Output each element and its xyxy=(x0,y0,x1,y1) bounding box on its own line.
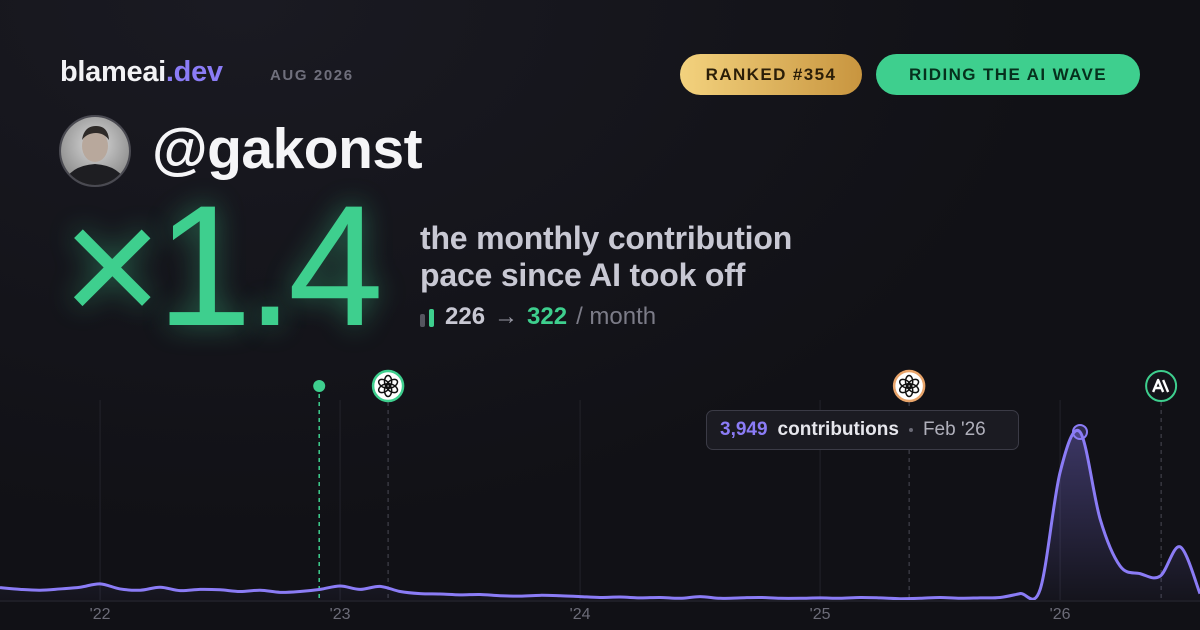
x-tick-label: '26 xyxy=(1050,606,1071,623)
brand-tld: .dev xyxy=(165,56,223,88)
highlight-ring xyxy=(1072,423,1088,440)
pace-bar xyxy=(429,309,434,327)
tooltip-date: Feb '26 xyxy=(922,419,986,440)
handle: @gakonst xyxy=(152,117,423,181)
x-tick-label: '25 xyxy=(810,606,831,623)
series xyxy=(0,428,1200,600)
area xyxy=(0,430,1200,600)
pace-unit: / month xyxy=(576,303,657,330)
pace-after: 322 xyxy=(527,303,568,330)
x-tick-label: '22 xyxy=(90,606,111,623)
event-dot xyxy=(313,380,326,392)
status-badge: RIDING THE AI WAVE xyxy=(876,54,1140,95)
events xyxy=(313,369,1178,600)
rank-badge: RANKED #354 xyxy=(680,54,862,95)
multiplier: ×1.4 xyxy=(62,170,384,362)
period: AUG 2026 xyxy=(270,67,354,84)
pace-bars xyxy=(420,307,434,327)
line xyxy=(0,428,1200,600)
x-tick-label: '24 xyxy=(570,606,591,623)
tooltip-value: 3,949 xyxy=(720,419,768,440)
tooltip-unit: contributions xyxy=(777,419,899,440)
pace-before: 226 xyxy=(445,303,486,330)
description-line: pace since AI took off xyxy=(420,257,746,293)
icon-petal xyxy=(377,378,391,389)
description-line: the monthly contribution xyxy=(420,220,793,256)
icon-bg xyxy=(371,369,405,403)
tooltip: 3,949 contributions Feb '26 xyxy=(706,410,1019,450)
brand: blameai.dev xyxy=(60,56,223,89)
event-icon xyxy=(371,369,405,403)
event-icon xyxy=(1145,370,1178,402)
separator xyxy=(908,428,913,432)
icon-petal xyxy=(898,378,912,389)
pace-stats: 226 → 322 / month xyxy=(420,303,656,331)
brand-name: blameai xyxy=(60,56,166,88)
pace-arrow: → xyxy=(494,303,519,330)
event-icon xyxy=(892,369,926,403)
pace-bar xyxy=(420,314,425,327)
icon-glyph xyxy=(1152,378,1170,393)
icon-bg xyxy=(892,369,926,403)
x-tick-label: '23 xyxy=(330,606,351,623)
